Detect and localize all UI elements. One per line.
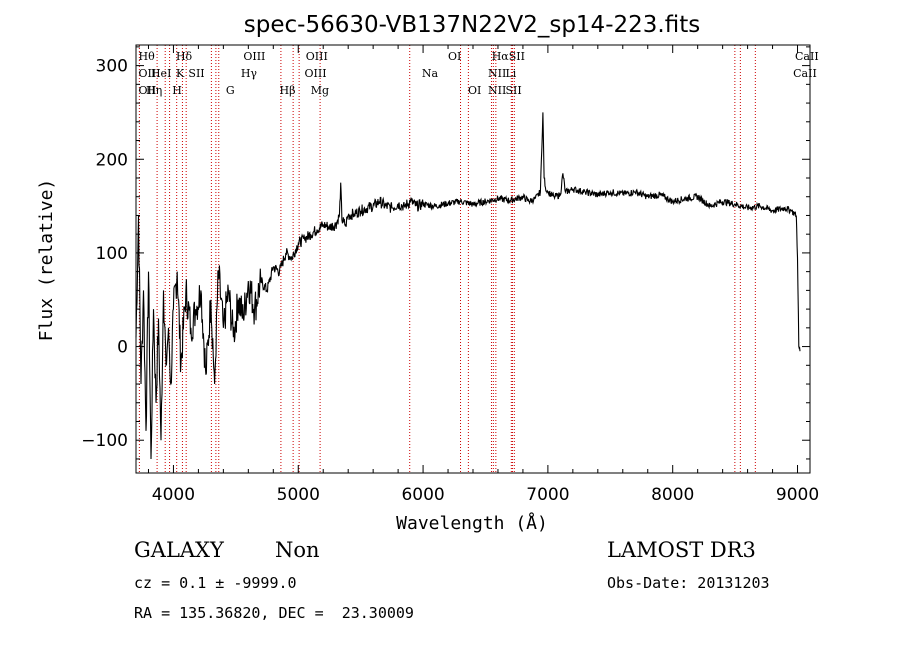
y-tick-label: 300 — [96, 57, 128, 77]
emission-line-label: Hη — [146, 84, 162, 97]
x-tick-label: 7000 — [526, 485, 569, 505]
emission-line-label: H — [172, 84, 182, 97]
emission-line-label: CaII — [793, 67, 817, 80]
chart-title: spec-56630-VB137N22V2_sp14-223.fits — [244, 12, 700, 38]
emission-line-markers — [138, 45, 756, 473]
x-tick-label: 8000 — [651, 485, 694, 505]
y-tick-label: −100 — [81, 431, 128, 451]
y-tick-label: 0 — [117, 338, 128, 358]
emission-line-label: HeI — [151, 67, 171, 80]
emission-line-label: OII — [138, 67, 156, 80]
redshift-text: cz = 0.1 ± -9999.0 — [134, 574, 297, 592]
subclass-label: Non — [275, 538, 320, 562]
y-tick-label: 100 — [96, 244, 128, 264]
y-axis-label: Flux (relative) — [36, 179, 57, 342]
obs-date-text: Obs-Date: 20131203 — [607, 574, 770, 592]
emission-line-label: SII — [188, 67, 204, 80]
emission-line-label: Hδ — [176, 50, 193, 63]
emission-line-label: Li — [505, 67, 516, 80]
plot-frame — [135, 44, 811, 474]
emission-line-label: Hγ — [241, 67, 258, 80]
emission-line-label: OIII — [243, 50, 265, 63]
x-tick-label: 5000 — [277, 485, 320, 505]
emission-line-label: G — [226, 84, 235, 97]
y-tick-label: 200 — [96, 150, 128, 170]
spectrum-series-line — [135, 112, 801, 460]
emission-line-label: K — [176, 67, 185, 80]
emission-line-label: OI — [468, 84, 481, 97]
emission-line-label: OII — [138, 84, 156, 97]
emission-line-label: OIII — [305, 67, 327, 80]
emission-line-label: NII — [488, 84, 506, 97]
survey-label: LAMOST DR3 — [607, 538, 756, 562]
emission-line-label: Mg — [311, 84, 329, 97]
emission-line-label: Hθ — [138, 50, 155, 63]
ra-dec-text: RA = 135.36820, DEC = 23.30009 — [134, 604, 414, 622]
emission-line-label: Hβ — [280, 84, 296, 97]
x-tick-label: 6000 — [401, 485, 444, 505]
x-tick-label: 4000 — [152, 485, 195, 505]
emission-line-label: CaII — [795, 50, 819, 63]
emission-line-label: NII — [488, 67, 506, 80]
emission-line-label: OIII — [306, 50, 328, 63]
x-tick-label: 9000 — [776, 485, 819, 505]
emission-line-label: OI — [448, 50, 461, 63]
emission-line-label: Na — [422, 67, 439, 80]
x-axis-label: Wavelength (Å) — [396, 512, 548, 534]
class-label: GALAXY — [134, 538, 224, 562]
emission-line-label: SII — [505, 84, 521, 97]
axis-ticks: 4000 5000 6000 7000 8000 9000 −100 0 100 200 300 — [81, 45, 819, 505]
emission-line-label: HαSII — [492, 50, 525, 63]
